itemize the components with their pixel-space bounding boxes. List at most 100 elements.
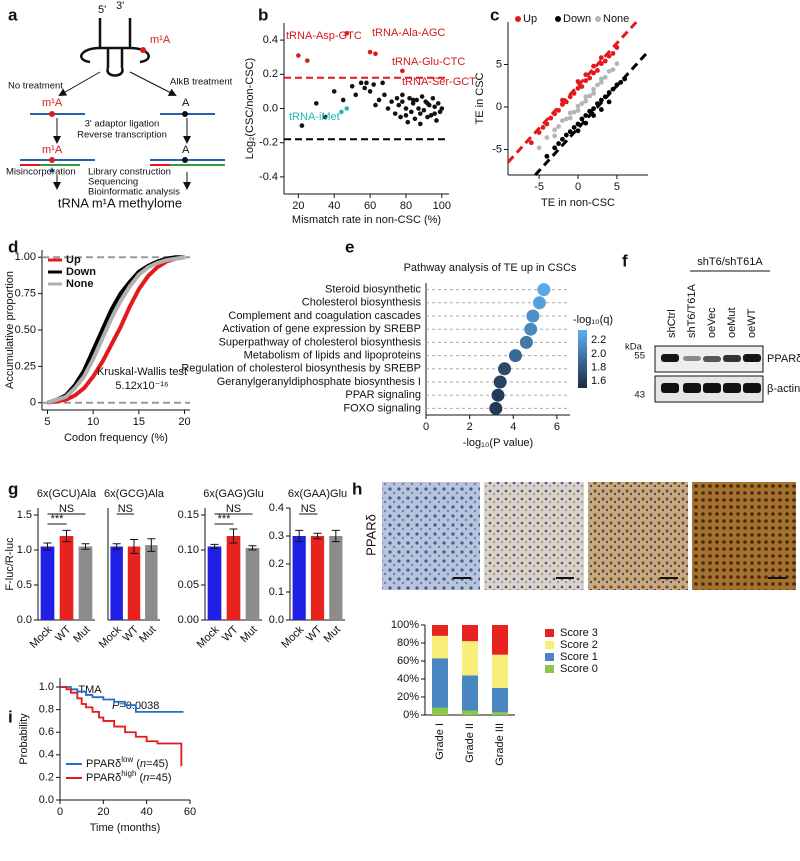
point (598, 55, 604, 61)
y-tick-label: 0.1 (269, 586, 284, 598)
band (683, 383, 701, 393)
point (575, 79, 581, 84)
bar-segment (492, 654, 508, 688)
point (410, 97, 416, 103)
x-tick-label: Mock (195, 623, 222, 650)
point (322, 114, 328, 120)
band (723, 355, 741, 362)
point (552, 133, 558, 139)
bar-segment (432, 658, 448, 708)
point (587, 108, 593, 114)
category-label: Geranylgeranyldiphosphate biosynthesis I (217, 376, 421, 388)
y-tick-label: 1.0 (39, 681, 54, 693)
error-bar (295, 529, 304, 543)
y-axis-label: Probability (18, 713, 30, 765)
dot (519, 335, 533, 349)
colorbar (578, 330, 587, 388)
annotation: Kruskal-Wallis test (97, 366, 187, 378)
point (587, 75, 593, 81)
point (367, 89, 373, 94)
point (587, 93, 593, 99)
x-tick-label: 40 (328, 200, 340, 212)
point (367, 49, 373, 55)
m1a-dot (140, 47, 146, 53)
x-tick-label: Mut (71, 624, 92, 645)
point (622, 76, 628, 82)
y-tick-label: 0.4 (269, 502, 284, 514)
x-tick-label: Mut (322, 624, 343, 645)
result: tRNA m¹A methylome (58, 195, 182, 210)
legend-part: =45) (149, 772, 171, 784)
point (614, 82, 620, 88)
category-label: Complement and coagulation cascades (228, 310, 421, 322)
point (583, 72, 589, 78)
point (598, 79, 604, 85)
x-tick-label: 6 (554, 421, 560, 433)
point (571, 109, 577, 115)
point (579, 101, 585, 106)
lane-label: shCtrl (666, 309, 678, 338)
y-tick-label: 100% (391, 619, 419, 631)
x-tick-label: 2 (467, 421, 473, 433)
point (567, 129, 573, 135)
legend-label: Score 1 (560, 651, 598, 663)
western-blot: shT6/shT61A shCtrl shT6/T61A oeVec oeMut… (625, 256, 800, 403)
point (598, 76, 604, 82)
point (579, 84, 585, 89)
point (400, 68, 405, 74)
category-label: FOXO signaling (343, 402, 421, 414)
y-tick-label: 80% (397, 637, 419, 649)
y-tick-label: 0.05 (178, 579, 199, 591)
label: Reverse transcription (77, 130, 167, 141)
panel-label: g (8, 479, 18, 498)
band (661, 383, 679, 393)
label: 3' (116, 0, 124, 12)
y-tick-label: 0% (403, 709, 419, 721)
band (723, 383, 741, 393)
error-bar (112, 543, 121, 550)
label: 3' adaptor ligation (85, 119, 160, 130)
group-label: shT6/shT61A (697, 256, 763, 268)
band (703, 356, 721, 362)
reference-line (534, 50, 650, 177)
error-bar (81, 543, 90, 550)
ihc-image (484, 482, 584, 590)
chart-title: 6x(GAG)Glu (203, 488, 264, 500)
dot (508, 349, 522, 363)
y-tick-label: -0.2 (259, 137, 278, 149)
bar (145, 545, 158, 620)
point (560, 97, 565, 103)
y-tick-label: 0.00 (178, 614, 199, 626)
bar-segment (462, 675, 478, 711)
error-bar (43, 542, 52, 551)
category-label: Metabolism of lipids and lipoproteins (244, 350, 422, 362)
point (591, 106, 596, 112)
mod-dot (182, 111, 188, 117)
x-tick-label: 0 (57, 806, 63, 818)
chart-title: TMA (78, 684, 102, 696)
point (591, 91, 596, 96)
x-tick-label: Mut (137, 624, 158, 645)
point (432, 104, 437, 110)
point (610, 67, 616, 72)
point (563, 99, 569, 105)
ihc-label: PPARδ (363, 514, 378, 556)
significance-label: NS (301, 503, 316, 515)
y-tick-label: 0.2 (263, 68, 278, 80)
bar (78, 546, 93, 620)
protein-label: PPARδ (767, 353, 800, 365)
legend-label: Score 3 (560, 627, 598, 639)
category-label: Regulation of cholesterol biosynthesis b… (181, 363, 421, 375)
point (571, 91, 577, 96)
point (602, 94, 608, 100)
point (556, 124, 561, 129)
point (340, 97, 346, 103)
annotation-part: =0.0038 (119, 700, 159, 712)
category-label: Cholesterol biosynthesis (302, 297, 422, 309)
point (296, 53, 301, 58)
lane-label: oeMut (726, 307, 738, 338)
bar (207, 546, 222, 620)
legend-part: low (121, 755, 133, 764)
x-tick-label: 40 (141, 806, 153, 818)
x-tick-label: 20 (97, 806, 109, 818)
